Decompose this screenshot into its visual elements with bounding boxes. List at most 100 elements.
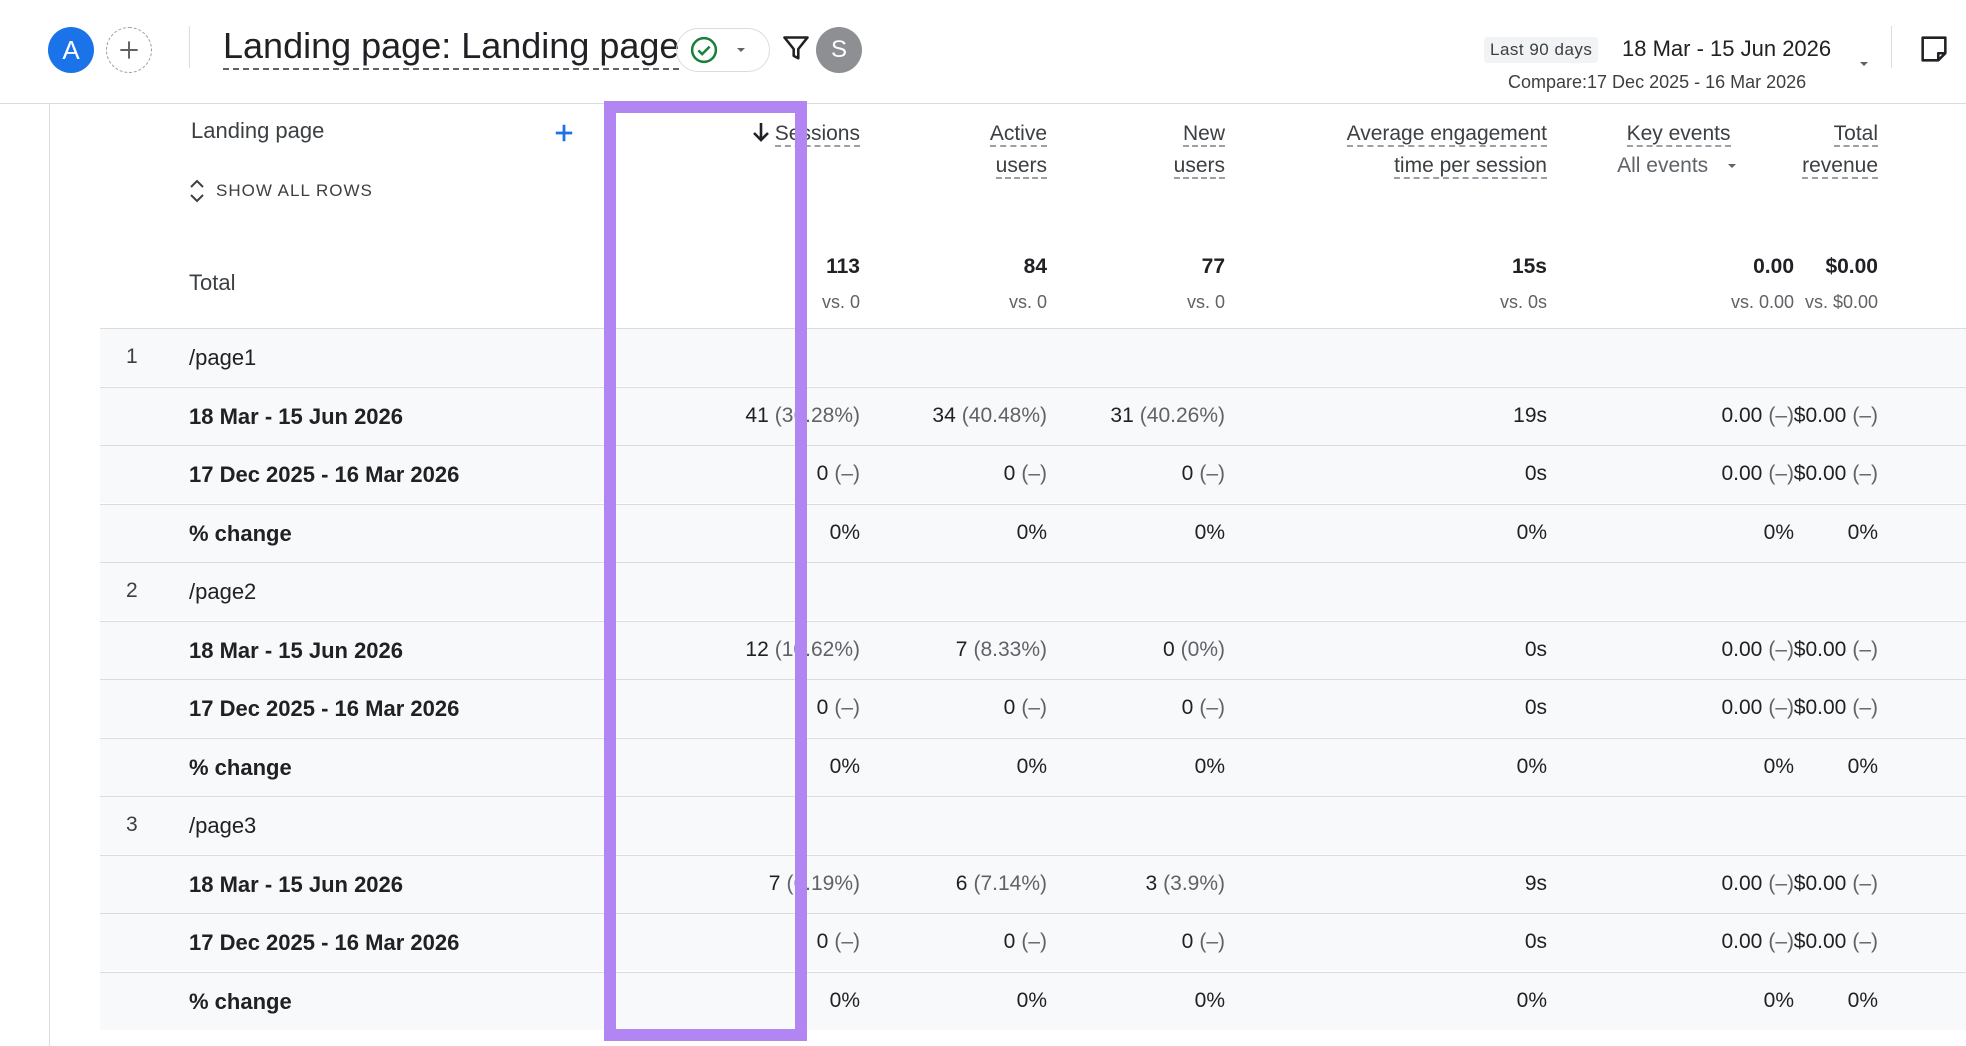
cell-value: 0.00 xyxy=(1721,930,1763,953)
cell-value: 0 xyxy=(1181,696,1194,719)
total-new-users-vs: vs. 0 xyxy=(1186,292,1225,312)
column-header-avg-engagement[interactable]: Average engagement time per session xyxy=(1346,118,1547,182)
cell-new-users: 0 (0%) xyxy=(1163,638,1225,662)
column-header-new-users[interactable]: New users xyxy=(1173,118,1225,182)
comparison-avatar-a[interactable]: A xyxy=(48,27,94,73)
landing-page-label[interactable]: /page2 xyxy=(189,579,257,604)
table-row[interactable]: 18 Mar - 15 Jun 2026 7 (6.19%) 6 (7.14%) 3 (3.… xyxy=(100,854,1966,913)
segment-avatar-s[interactable]: S xyxy=(816,27,862,73)
date-range-value[interactable]: 18 Mar - 15 Jun 2026 xyxy=(1622,36,1832,61)
cell-value: 7 xyxy=(768,871,781,895)
column-header-label: users xyxy=(1173,154,1225,179)
key-events-dropdown[interactable]: All events xyxy=(1617,150,1740,182)
cell-value: $0.00 xyxy=(1793,403,1847,427)
cell-active-users: 34 (40.48%) xyxy=(932,404,1047,428)
row-index: 1 xyxy=(126,345,138,368)
row-label: 18 Mar - 15 Jun 2026 xyxy=(189,871,404,897)
date-preset-chip[interactable]: Last 90 days xyxy=(1484,37,1599,63)
row-label: 18 Mar - 15 Jun 2026 xyxy=(189,637,404,663)
cell-sessions: 0% xyxy=(830,521,860,545)
landing-page-label[interactable]: /page1 xyxy=(189,345,257,370)
cell-value: 0 xyxy=(1003,462,1016,485)
cell-avg-engagement: 0s xyxy=(1525,696,1547,720)
caret-down-icon[interactable] xyxy=(1856,56,1872,72)
cell-percent: (7.14%) xyxy=(973,871,1047,895)
check-circle-icon xyxy=(690,36,718,64)
table-row[interactable]: 17 Dec 2025 - 16 Mar 2026 0 (–) 0 (–) 0 (–) 0s 0… xyxy=(100,445,1966,503)
table-row[interactable]: % change 0% 0% 0% 0% 0% 0% xyxy=(100,503,1966,562)
cell-new-users: 0 (–) xyxy=(1182,930,1225,954)
cell-value: 0% xyxy=(1016,988,1047,1012)
cell-percent: (40.26%) xyxy=(1139,403,1225,427)
table-group-row[interactable]: 1/page1 xyxy=(100,328,1966,386)
cell-value: 0 xyxy=(816,930,829,953)
date-compare-value[interactable]: Compare:17 Dec 2025 - 16 Mar 2026 xyxy=(1508,72,1807,92)
column-header-key-events[interactable]: Key events All events xyxy=(1617,118,1740,182)
table-row[interactable]: % change 0% 0% 0% 0% 0% 0% xyxy=(100,971,1966,1030)
cell-value: 0% xyxy=(1847,520,1878,544)
cell-active-users: 0 (–) xyxy=(1004,696,1047,720)
filter-icon[interactable] xyxy=(782,34,810,64)
report-status-dropdown[interactable] xyxy=(676,28,770,72)
cell-value: $0.00 xyxy=(1793,462,1847,485)
cell-percent: (–) xyxy=(1768,637,1794,661)
cell-avg-engagement: 19s xyxy=(1513,404,1547,428)
cell-value: 0.00 xyxy=(1721,871,1763,895)
cell-value: 0% xyxy=(1016,754,1047,778)
plus-icon[interactable] xyxy=(553,122,575,144)
cell-active-users: 0% xyxy=(1017,521,1047,545)
cell-percent: (–) xyxy=(1021,930,1047,953)
table-row[interactable]: 17 Dec 2025 - 16 Mar 2026 0 (–) 0 (–) 0 (–) 0s 0… xyxy=(100,913,1966,971)
table-group-row[interactable]: 2/page2 xyxy=(100,562,1966,620)
table-group-row[interactable]: 3/page3 xyxy=(100,796,1966,854)
table-row[interactable]: 18 Mar - 15 Jun 2026 41 (36.28%) 34 (40.48%)… xyxy=(100,386,1966,445)
cell-value: 0% xyxy=(1847,988,1878,1012)
header-divider xyxy=(189,26,190,68)
cell-new-users: 0 (–) xyxy=(1182,696,1225,720)
show-all-rows-label: SHOW ALL ROWS xyxy=(216,181,373,200)
cell-value: $0.00 xyxy=(1793,930,1847,953)
row-label: 18 Mar - 15 Jun 2026 xyxy=(189,403,404,429)
landing-page-label[interactable]: /page3 xyxy=(189,813,257,838)
cell-value: 0 xyxy=(816,462,829,485)
total-sessions-vs: vs. 0 xyxy=(821,292,860,312)
cell-percent: (–) xyxy=(1768,403,1794,427)
cell-value: 0% xyxy=(1763,988,1794,1012)
cell-sessions: 0 (–) xyxy=(817,462,860,486)
total-avg-engagement-vs: vs. 0s xyxy=(1499,292,1547,312)
cell-key-events: 0.00 (–) xyxy=(1721,404,1794,428)
cell-active-users: 6 (7.14%) xyxy=(956,872,1047,896)
cell-percent: (–) xyxy=(1852,930,1878,953)
column-header-active-users[interactable]: Active users xyxy=(989,118,1047,182)
cell-new-users: 0% xyxy=(1195,755,1225,779)
report-title[interactable]: Landing page: Landing page xyxy=(223,24,680,70)
cell-value: 0 xyxy=(1181,462,1194,485)
cell-value: 0s xyxy=(1524,462,1547,485)
cell-key-events: 0% xyxy=(1764,989,1794,1013)
unfold-icon xyxy=(190,179,204,203)
add-comparison-button[interactable] xyxy=(106,27,152,73)
table-row[interactable]: 18 Mar - 15 Jun 2026 12 (10.62%) 7 (8.33%) 0(… xyxy=(100,620,1966,679)
total-revenue-vs: vs. $0.00 xyxy=(1804,292,1878,312)
total-active-users: 84 xyxy=(1023,255,1047,278)
cell-avg-engagement: 0s xyxy=(1525,638,1547,662)
total-active-users-vs: vs. 0 xyxy=(1008,292,1047,312)
table-row[interactable]: % change 0% 0% 0% 0% 0% 0% xyxy=(100,737,1966,796)
column-header-sessions[interactable]: Sessions xyxy=(751,118,860,150)
cell-percent: (0%) xyxy=(1180,637,1225,661)
cell-key-events: 0.00 (–) xyxy=(1721,696,1794,720)
cell-avg-engagement: 0% xyxy=(1517,755,1547,779)
cell-percent: (3.9%) xyxy=(1163,871,1225,895)
cell-sessions: 0% xyxy=(830,989,860,1013)
row-index: 2 xyxy=(126,579,138,602)
column-header-total-revenue[interactable]: Total revenue xyxy=(1802,118,1878,182)
table-row[interactable]: 17 Dec 2025 - 16 Mar 2026 0 (–) 0 (–) 0 (–) 0s 0… xyxy=(100,679,1966,737)
insights-icon[interactable] xyxy=(1917,32,1951,66)
cell-value: 0 xyxy=(1181,930,1194,953)
row-label: 17 Dec 2025 - 16 Mar 2026 xyxy=(189,930,460,955)
cell-total-revenue: $0.00 (–) xyxy=(1794,696,1878,720)
cell-value: 0% xyxy=(1516,520,1547,544)
show-all-rows-button[interactable]: SHOW ALL ROWS xyxy=(188,178,373,204)
dimension-header[interactable]: Landing page xyxy=(191,118,325,143)
cell-value: 19s xyxy=(1513,403,1547,427)
